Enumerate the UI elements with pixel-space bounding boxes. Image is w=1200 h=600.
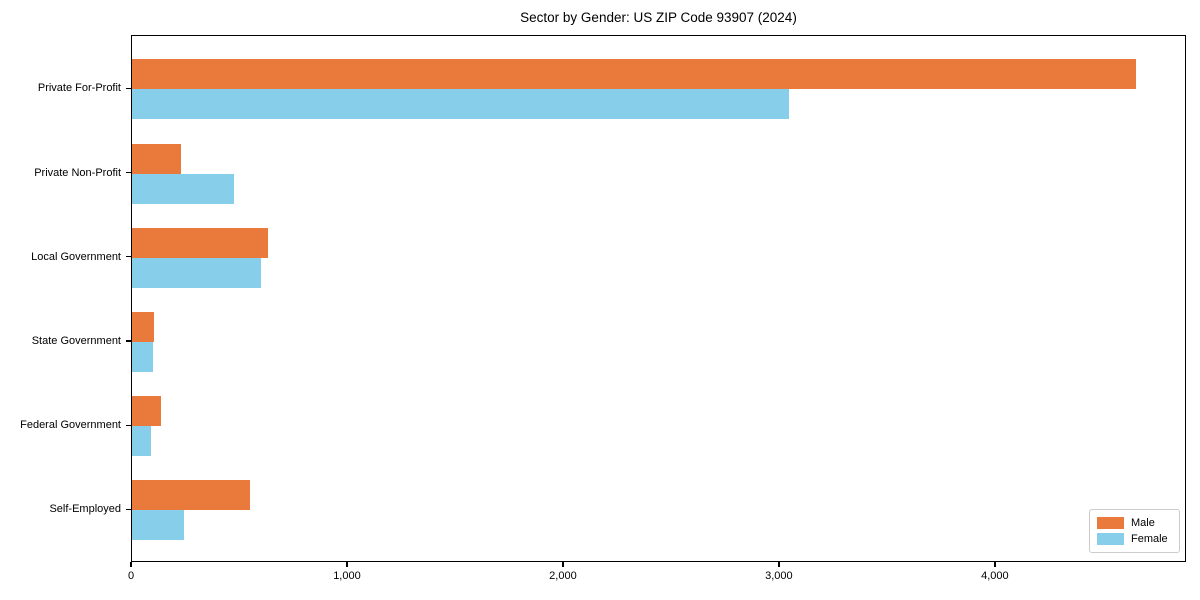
x-tick-mark bbox=[778, 562, 780, 567]
category-label-private-non-profit: Private Non-Profit bbox=[34, 166, 121, 179]
x-tick-mark bbox=[562, 562, 564, 567]
x-tick-label-4-000: 4,000 bbox=[981, 570, 1009, 582]
bar-male-private-non-profit bbox=[132, 143, 181, 174]
y-tick-mark bbox=[126, 87, 131, 90]
legend-swatch-male bbox=[1097, 517, 1124, 529]
x-tick-label-0: 0 bbox=[127, 570, 135, 582]
legend: Male Female bbox=[1089, 509, 1180, 553]
x-tick-mark bbox=[994, 562, 996, 567]
category-label-local-government: Local Government bbox=[31, 250, 121, 263]
y-tick-mark bbox=[126, 424, 131, 426]
plot-area bbox=[131, 35, 1186, 562]
bar-male-self-employed bbox=[132, 480, 250, 511]
legend-entry-female: Female bbox=[1097, 533, 1179, 545]
y-tick-mark bbox=[126, 172, 131, 174]
category-label-federal-government: Federal Government bbox=[20, 419, 121, 432]
bar-male-local-government bbox=[132, 227, 269, 258]
x-tick-mark bbox=[346, 562, 348, 567]
y-tick-mark bbox=[126, 340, 131, 342]
bar-female-federal-government bbox=[132, 426, 152, 457]
x-tick-mark bbox=[130, 562, 132, 567]
y-tick-mark bbox=[126, 508, 131, 511]
bar-female-private-for-profit bbox=[132, 89, 789, 120]
bar-male-private-for-profit bbox=[132, 59, 1137, 90]
legend-label-male: Male bbox=[1131, 516, 1155, 529]
bar-female-local-government bbox=[132, 257, 261, 288]
x-tick-label-2-000: 2,000 bbox=[549, 570, 577, 582]
chart-title: Sector by Gender: US ZIP Code 93907 (202… bbox=[520, 10, 797, 25]
bar-female-state-government bbox=[132, 341, 153, 372]
legend-entry-male: Male bbox=[1097, 517, 1179, 529]
x-tick-label-3-000: 3,000 bbox=[765, 570, 793, 582]
bar-male-federal-government bbox=[132, 396, 162, 427]
category-label-private-for-profit: Private For-Profit bbox=[37, 82, 121, 95]
legend-swatch-female bbox=[1097, 533, 1124, 545]
bar-male-state-government bbox=[132, 311, 154, 342]
bar-female-private-non-profit bbox=[132, 173, 234, 204]
category-label-state-government: State Government bbox=[31, 334, 121, 347]
bar-female-self-employed bbox=[132, 510, 184, 541]
x-tick-label-1-000: 1,000 bbox=[333, 570, 361, 582]
category-label-self-employed: Self-Employed bbox=[49, 503, 121, 516]
y-tick-mark bbox=[126, 256, 131, 258]
legend-label-female: Female bbox=[1131, 532, 1168, 545]
